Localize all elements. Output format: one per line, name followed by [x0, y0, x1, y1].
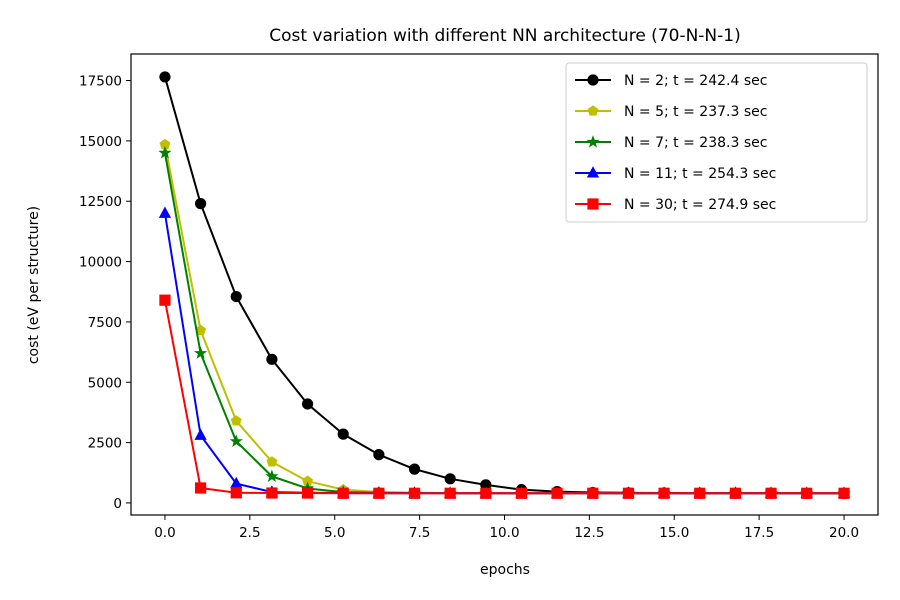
- data-point: [408, 463, 421, 475]
- y-tick-label: 5000: [88, 375, 122, 391]
- legend-label: N = 30; t = 274.9 sec: [624, 197, 776, 213]
- y-tick-label: 12500: [79, 194, 122, 210]
- y-tick-label: 15000: [79, 134, 122, 150]
- legend-entry: N = 5; t = 237.3 sec: [575, 104, 767, 120]
- legend-entry: N = 7; t = 238.3 sec: [575, 135, 767, 151]
- data-point: [159, 294, 171, 306]
- x-tick-label: 12.5: [574, 525, 604, 541]
- x-tick-label: 10.0: [489, 525, 519, 541]
- legend-frame: [565, 62, 868, 223]
- data-point: [194, 428, 207, 440]
- data-point: [515, 487, 528, 499]
- series-line: [163, 300, 845, 495]
- x-axis-ticks: 0.0 2.5 5.0 7.5 10.0 12.5 15.0 17.5 20.0: [154, 515, 859, 541]
- data-point: [694, 487, 706, 499]
- chart-title: Cost variation with different NN archite…: [269, 26, 741, 46]
- data-point: [195, 198, 207, 210]
- data-point: [230, 290, 242, 303]
- data-point: [729, 487, 741, 499]
- data-point: [158, 206, 172, 218]
- data-point: [765, 487, 777, 499]
- data-point: [622, 487, 635, 499]
- data-point: [373, 487, 385, 499]
- y-tick-label: 2500: [88, 436, 122, 452]
- x-tick-label: 0.0: [154, 525, 175, 541]
- y-tick-label: 17500: [79, 74, 122, 90]
- x-tick-label: 2.5: [239, 525, 260, 541]
- y-tick-label: 7500: [88, 315, 122, 331]
- data-point: [801, 487, 813, 499]
- data-point: [194, 346, 208, 359]
- x-axis-label: epochs: [480, 562, 530, 578]
- data-point: [587, 487, 599, 499]
- x-tick-label: 20.0: [829, 525, 859, 541]
- data-point: [337, 428, 349, 440]
- x-tick-label: 7.5: [409, 525, 430, 541]
- legend-marker: [587, 74, 599, 86]
- data-point: [301, 398, 314, 410]
- y-tick-label: 10000: [79, 255, 122, 271]
- x-tick-label: 5.0: [324, 525, 345, 541]
- legend-marker: [586, 135, 600, 148]
- data-point: [301, 487, 314, 499]
- series-4: [158, 206, 851, 498]
- data-point: [159, 71, 171, 83]
- data-point: [266, 353, 278, 365]
- legend-entry: N = 2; t = 242.4 sec: [575, 73, 767, 89]
- data-point: [195, 482, 207, 494]
- data-point: [229, 434, 243, 447]
- legend-marker: [587, 105, 599, 116]
- legend-label: N = 7; t = 238.3 sec: [624, 135, 767, 151]
- series-5: [159, 294, 850, 499]
- data-point: [337, 487, 349, 499]
- legend-label: N = 11; t = 254.3 sec: [624, 166, 776, 182]
- legend: N = 2; t = 242.4 sec N = 5; t = 237.3 sec…: [565, 62, 868, 223]
- legend-label: N = 5; t = 237.3 sec: [624, 104, 767, 120]
- y-axis-ticks: 0 2500 5000 7500 10000 12500 15000 17500: [79, 74, 131, 512]
- y-axis-label: cost (eV per structure): [26, 206, 42, 364]
- data-point: [266, 487, 278, 499]
- data-point: [444, 473, 456, 485]
- data-point: [838, 487, 850, 499]
- legend-marker: [587, 198, 599, 210]
- y-tick-label: 0: [113, 496, 122, 512]
- plot-series: [158, 71, 851, 500]
- data-point: [373, 449, 385, 461]
- series-line: [163, 213, 845, 495]
- data-point: [658, 487, 670, 499]
- data-point: [230, 415, 242, 426]
- legend-label: N = 2; t = 242.4 sec: [624, 73, 767, 89]
- data-point: [408, 487, 421, 499]
- legend-entry: N = 30; t = 274.9 sec: [575, 197, 776, 213]
- legend-marker: [586, 166, 600, 178]
- legend-entry: N = 11; t = 254.3 sec: [575, 166, 776, 182]
- data-point: [444, 487, 456, 499]
- data-point: [230, 487, 242, 499]
- data-point: [480, 487, 492, 499]
- x-tick-label: 15.0: [659, 525, 689, 541]
- data-point: [551, 487, 563, 499]
- x-tick-label: 17.5: [744, 525, 774, 541]
- data-point: [265, 469, 279, 482]
- data-point: [266, 456, 278, 467]
- data-point: [158, 146, 172, 159]
